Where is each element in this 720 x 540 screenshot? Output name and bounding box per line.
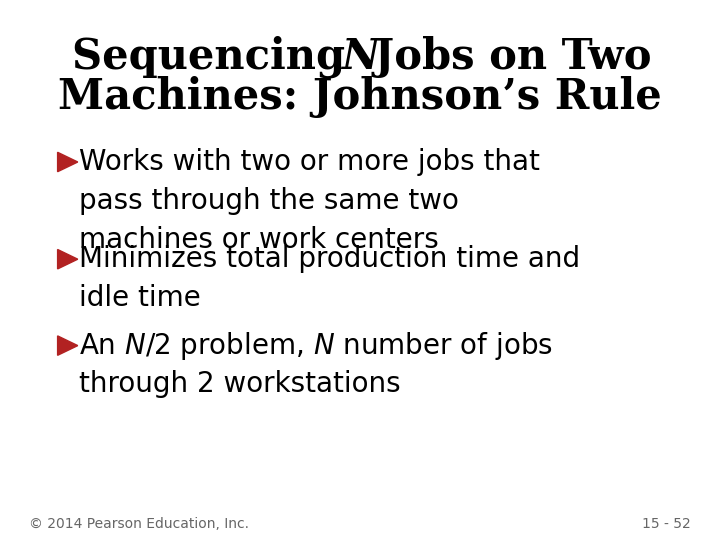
Polygon shape (58, 152, 78, 172)
Text: Works with two or more jobs that: Works with two or more jobs that (79, 148, 540, 176)
Text: N: N (341, 36, 379, 78)
Text: An $\mathit{N}$/2 problem, $\mathit{N}$ number of jobs: An $\mathit{N}$/2 problem, $\mathit{N}$ … (79, 329, 553, 362)
Polygon shape (58, 249, 78, 269)
Text: Sequencing: Sequencing (73, 36, 360, 78)
Text: through 2 workstations: through 2 workstations (79, 370, 401, 399)
Polygon shape (58, 336, 78, 355)
Text: Minimizes total production time and: Minimizes total production time and (79, 245, 580, 273)
Text: idle time: idle time (79, 284, 201, 312)
Text: © 2014 Pearson Education, Inc.: © 2014 Pearson Education, Inc. (29, 517, 249, 531)
Text: pass through the same two: pass through the same two (79, 187, 459, 215)
Text: machines or work centers: machines or work centers (79, 226, 439, 254)
Text: 15 - 52: 15 - 52 (642, 517, 691, 531)
Text: Jobs on Two: Jobs on Two (360, 36, 652, 78)
Text: Machines: Johnson’s Rule: Machines: Johnson’s Rule (58, 76, 662, 118)
